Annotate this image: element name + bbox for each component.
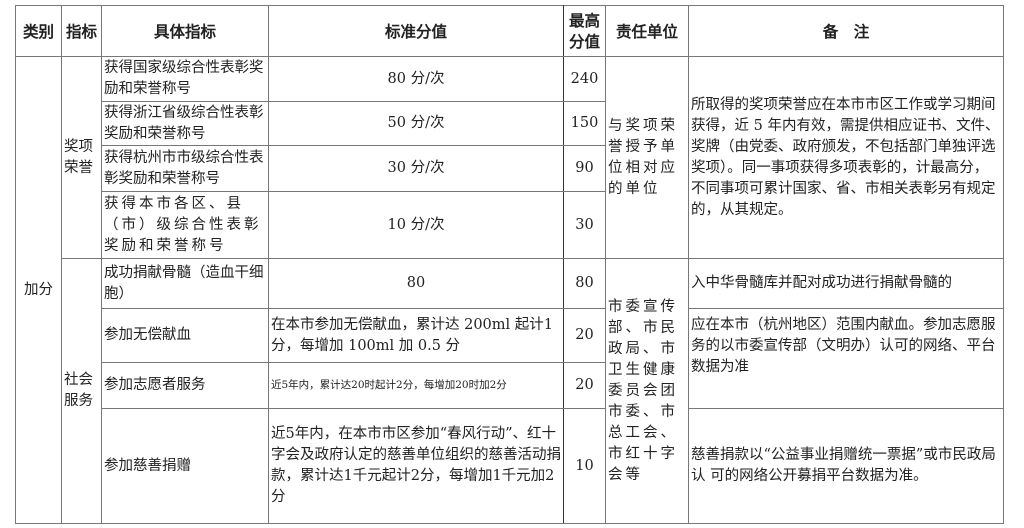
indicator-cell: 社会服务 xyxy=(61,258,102,524)
responsible-cell: 与奖项荣誉授予单位相对应的单位 xyxy=(605,56,689,259)
max-cell: 80 xyxy=(563,258,606,309)
max-cell: 90 xyxy=(563,145,606,192)
item-cell: 获得浙江省级综合性表彰奖励和荣誉称号 xyxy=(101,101,269,146)
header-remark: 备 注 xyxy=(688,5,1004,57)
header-max: 最高分值 xyxy=(563,5,606,57)
table-row: 获得杭州市市级综合性表彰奖励和荣誉称号 30 分/次 90 xyxy=(16,145,1004,192)
standard-cell: 近5年内，累计达20时起计2分，每增加20时加2分 xyxy=(268,362,564,409)
table-row: 参加志愿者服务 近5年内，累计达20时起计2分，每增加20时加2分 20 xyxy=(16,362,1004,409)
max-cell: 150 xyxy=(563,101,606,146)
item-cell: 参加志愿者服务 xyxy=(101,362,269,409)
max-cell: 20 xyxy=(563,362,606,409)
standard-cell: 30 分/次 xyxy=(268,145,564,192)
header-item: 具体指标 xyxy=(101,5,269,57)
indicator-cell: 奖项荣誉 xyxy=(61,56,102,259)
header-standard: 标准分值 xyxy=(268,5,564,57)
responsible-cell: 市委宣传部、市民政局、市卫生健康委员会团市委、市总工会、市红十字会等 xyxy=(605,258,689,524)
table-row: 社会服务 成功捐献骨髓（造血干细胞） 80 80 市委宣传部、市民政局、市卫生健… xyxy=(16,258,1004,524)
standard-cell: 80 分/次 xyxy=(268,56,564,102)
max-cell: 30 xyxy=(563,191,606,259)
max-cell: 240 xyxy=(563,56,606,102)
item-cell: 获得国家级综合性表彰奖励和荣誉称号 xyxy=(101,56,269,102)
header-indicator: 指标 xyxy=(61,5,102,57)
max-cell: 10 xyxy=(563,408,606,524)
item-cell: 获得本市各区、县（市）级综合性表彰奖励和荣誉称号 xyxy=(101,191,269,259)
standard-cell: 近5年内，在本市市区参加“春风行动”、红十字会及政府认定的慈善单位组织的慈善活动… xyxy=(268,408,564,524)
item-cell: 成功捐献骨髓（造血干细胞） xyxy=(101,258,269,309)
header-responsible: 责任单位 xyxy=(605,5,689,57)
remark-cell: 慈善捐款以“公益事业捐赠统一票据”或市民政局认 可的网络公开募捐平台数据为准。 xyxy=(688,408,1004,524)
table-row: 参加无偿献血 在本市参加无偿献血，累计达 200ml 起计1 分，每增加 100… xyxy=(16,308,1004,409)
standard-cell: 10 分/次 xyxy=(268,191,564,259)
item-cell: 参加无偿献血 xyxy=(101,308,269,363)
standard-cell: 在本市参加无偿献血，累计达 200ml 起计1 分，每增加 100ml 加 0.… xyxy=(268,308,564,363)
item-cell: 参加慈善捐赠 xyxy=(101,408,269,524)
standard-cell: 50 分/次 xyxy=(268,101,564,146)
table-row: 参加慈善捐赠 近5年内，在本市市区参加“春风行动”、红十字会及政府认定的慈善单位… xyxy=(16,408,1004,524)
table-row: 加分 奖项荣誉 获得国家级综合性表彰奖励和荣誉称号 80 分/次 240 与奖项… xyxy=(15,56,1004,524)
remark-cell: 所取得的奖项荣誉应在本市市区工作或学习期间获得，近 5 年内有效，需提供相应证书… xyxy=(688,56,1004,259)
table-row: 获得浙江省级综合性表彰奖励和荣誉称号 50 分/次 150 xyxy=(16,101,1004,146)
item-cell: 获得杭州市市级综合性表彰奖励和荣誉称号 xyxy=(101,145,269,192)
remark-cell: 入中华骨髓库并配对成功进行捐献骨髓的 xyxy=(688,258,1004,309)
header-category: 类别 xyxy=(15,5,62,57)
remark-cell: 应在本市（杭州地区）范围内献血。参加志愿服务的以市委宣传部（文明办）认可的网络、… xyxy=(688,308,1004,409)
scoring-table: 类别 指标 具体指标 标准分值 最高分值 责任单位 备 注 加分 奖项荣誉 获得… xyxy=(15,5,1004,524)
table-row: 获得本市各区、县（市）级综合性表彰奖励和荣誉称号 10 分/次 30 xyxy=(16,191,1004,259)
standard-cell: 80 xyxy=(268,258,564,309)
max-cell: 20 xyxy=(563,308,606,363)
header-row: 类别 指标 具体指标 标准分值 最高分值 责任单位 备 注 xyxy=(15,5,1004,57)
category-cell: 加分 xyxy=(15,56,62,524)
